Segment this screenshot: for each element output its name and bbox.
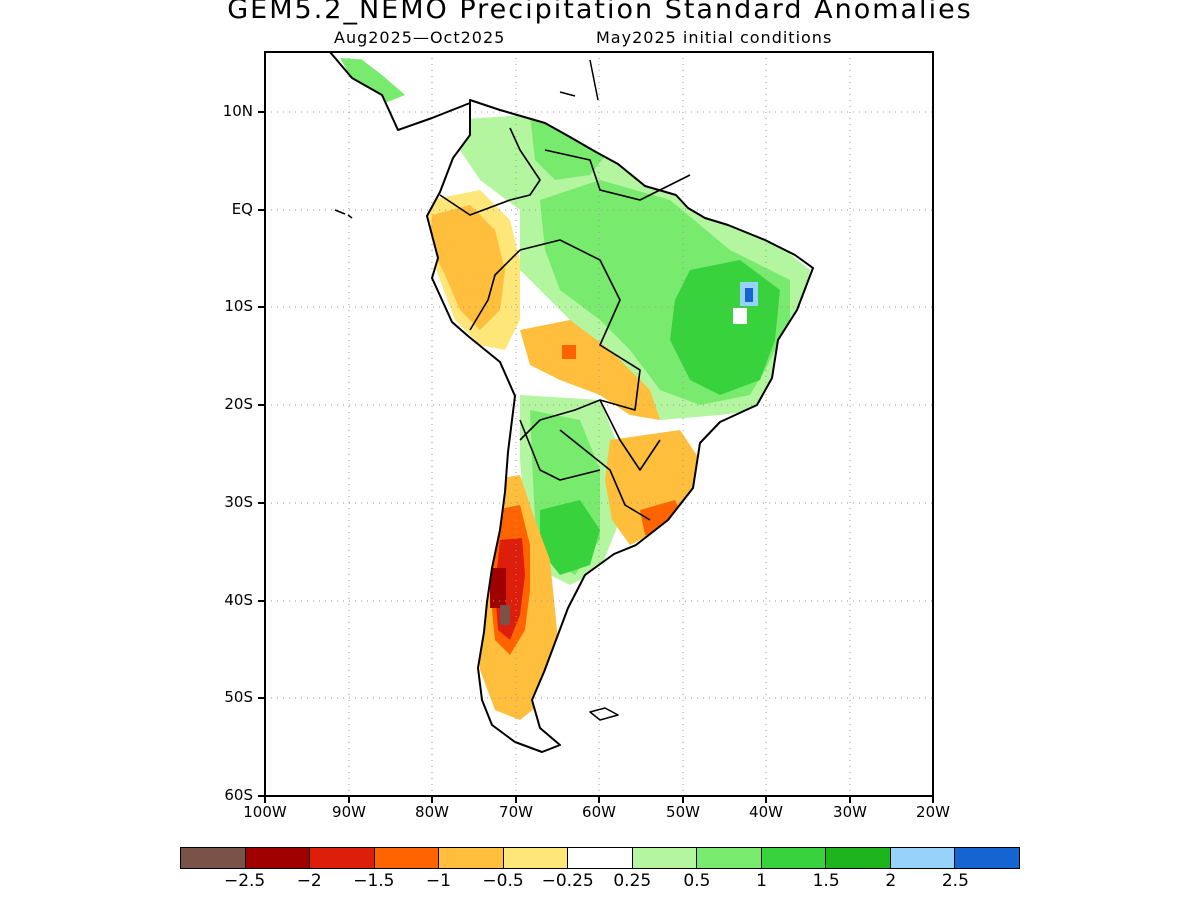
chile-extreme-dry xyxy=(490,568,506,608)
colorbar-swatch xyxy=(697,848,762,868)
y-tick-label: 50S xyxy=(224,688,253,706)
colorbar-label: 2 xyxy=(885,871,897,891)
colorbar-label: 1.5 xyxy=(812,871,840,891)
colorbar-label: −1.5 xyxy=(353,871,395,891)
colorbar-swatch xyxy=(568,848,633,868)
colorbar-swatch xyxy=(439,848,504,868)
bahia-gap xyxy=(733,308,747,324)
colorbar-label: −0.5 xyxy=(482,871,524,891)
y-tick-label: 60S xyxy=(224,786,253,804)
colorbar-swatch xyxy=(826,848,891,868)
y-tick-label: 20S xyxy=(224,395,253,413)
x-tick-label: 70W xyxy=(499,803,533,821)
colorbar-label: −0.25 xyxy=(541,871,594,891)
x-tick-label: 100W xyxy=(243,803,287,821)
axis-ticks xyxy=(258,111,934,803)
argentina-strong-wet xyxy=(540,500,600,575)
colorbar-label: 2.5 xyxy=(941,871,969,891)
colorbar-swatch xyxy=(632,848,698,868)
south-america-coastline xyxy=(426,99,814,753)
colorbar-swatch xyxy=(245,848,311,868)
forecast-period: Aug2025—Oct2025 xyxy=(334,28,506,47)
y-tick-label: 40S xyxy=(224,591,253,609)
colorbar-swatch xyxy=(310,848,375,868)
colorbar-swatch xyxy=(374,848,440,868)
colorbar-swatch xyxy=(181,848,246,868)
ecuador-peru-moderate-dry xyxy=(430,205,505,330)
colorbar-label: −2 xyxy=(296,871,322,891)
bahia-blue xyxy=(745,288,753,302)
x-tick-label: 20W xyxy=(916,803,950,821)
central-america-coastline xyxy=(329,52,471,131)
colorbar-swatch xyxy=(761,848,827,868)
colorbar-label: 1 xyxy=(756,871,767,891)
x-tick-label: 60W xyxy=(582,803,616,821)
southern-brazil-dry xyxy=(605,430,700,545)
central-america-wet xyxy=(340,58,405,105)
y-tick-label: EQ xyxy=(231,200,253,218)
colorbar-swatch xyxy=(955,848,1019,868)
colorbar xyxy=(180,847,1020,869)
colorbar-swatch xyxy=(890,848,956,868)
y-tick-label: 30S xyxy=(224,493,253,511)
colorbar-label: 0.25 xyxy=(613,871,652,891)
x-tick-label: 40W xyxy=(749,803,783,821)
colorbar-swatch xyxy=(503,848,569,868)
colorbar-label: 0.5 xyxy=(683,871,711,891)
x-tick-label: 80W xyxy=(415,803,449,821)
x-tick-label: 90W xyxy=(332,803,366,821)
bolivia-dry-spot xyxy=(562,345,576,359)
galapagos-islands xyxy=(334,209,353,219)
colorbar-label: −1 xyxy=(425,871,451,891)
chile-most-extreme-dry xyxy=(500,605,510,625)
country-borders xyxy=(439,127,691,521)
x-tick-label: 50W xyxy=(666,803,700,821)
chart-title: GEM5.2_NEMO Precipitation Standard Anoma… xyxy=(227,0,973,25)
grid-lines xyxy=(265,52,933,796)
caribbean-islands xyxy=(520,52,599,101)
x-tick-label: 30W xyxy=(833,803,867,821)
initial-conditions: May2025 initial conditions xyxy=(596,28,833,47)
y-tick-label: 10S xyxy=(224,297,253,315)
falkland-islands xyxy=(589,707,619,721)
coastlines-and-borders xyxy=(329,52,814,753)
bolivia-dry-band xyxy=(520,320,660,420)
colorbar-label: −2.5 xyxy=(223,871,266,891)
y-tick-label: 10N xyxy=(222,102,253,120)
